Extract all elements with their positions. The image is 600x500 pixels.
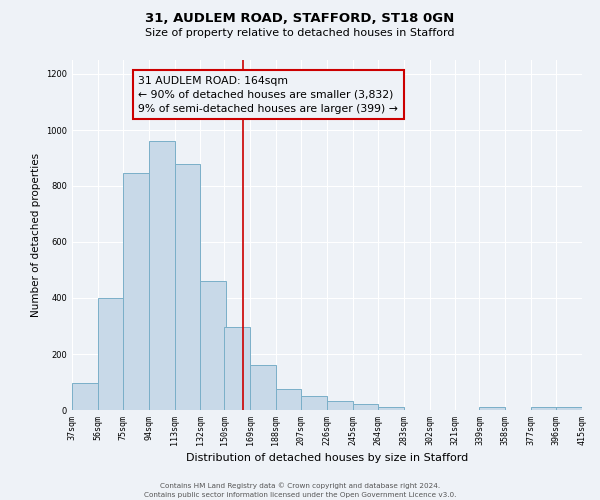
Bar [531, 407, 556, 410]
Text: Contains HM Land Registry data © Crown copyright and database right 2024.: Contains HM Land Registry data © Crown c… [160, 482, 440, 489]
Bar [276, 389, 301, 410]
Text: Size of property relative to detached houses in Stafford: Size of property relative to detached ho… [145, 28, 455, 38]
Bar [149, 141, 175, 410]
Text: 31 AUDLEM ROAD: 164sqm
← 90% of detached houses are smaller (3,832)
9% of semi-d: 31 AUDLEM ROAD: 164sqm ← 90% of detached… [139, 76, 398, 114]
Bar [123, 174, 149, 410]
Bar [327, 401, 353, 410]
Bar [301, 396, 327, 410]
Y-axis label: Number of detached properties: Number of detached properties [31, 153, 41, 317]
Bar [224, 328, 250, 410]
Bar [556, 407, 582, 410]
Text: 31, AUDLEM ROAD, STAFFORD, ST18 0GN: 31, AUDLEM ROAD, STAFFORD, ST18 0GN [145, 12, 455, 26]
Bar [479, 407, 505, 410]
Bar [200, 281, 226, 410]
Bar [378, 407, 404, 410]
Text: Contains public sector information licensed under the Open Government Licence v3: Contains public sector information licen… [144, 492, 456, 498]
Bar [72, 384, 98, 410]
Bar [353, 404, 378, 410]
Bar [250, 365, 276, 410]
Bar [175, 164, 200, 410]
X-axis label: Distribution of detached houses by size in Stafford: Distribution of detached houses by size … [186, 453, 468, 463]
Bar [98, 298, 123, 410]
